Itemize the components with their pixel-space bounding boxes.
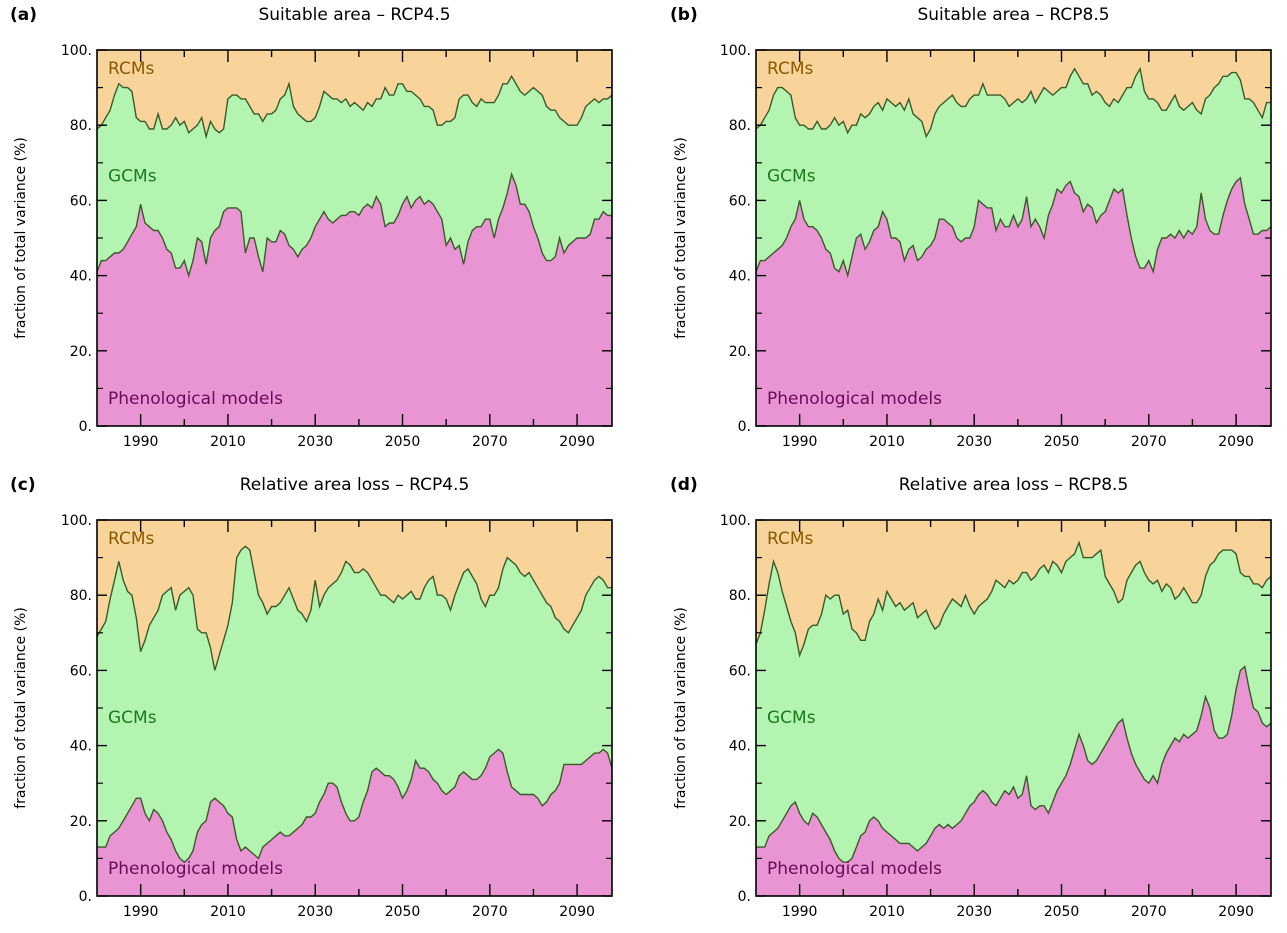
phenological-models-area — [97, 749, 612, 896]
gcms-area — [97, 546, 612, 863]
region-label-phenological: Phenological models — [767, 389, 942, 409]
x-tick-label: 2010 — [210, 904, 246, 920]
y-tick-label: 60. — [70, 663, 92, 679]
region-label-rcms: RCMs — [108, 59, 155, 79]
x-tick-label: 2030 — [297, 434, 333, 450]
y-tick-label: 60. — [729, 663, 751, 679]
y-tick-label: 40. — [729, 269, 751, 285]
y-tick-label: 20. — [70, 344, 92, 360]
region-label-gcms: GCMs — [108, 708, 157, 728]
lower-boundary-line — [755, 176, 1272, 279]
panel-label: (d) — [670, 475, 698, 495]
region-label-gcms: GCMs — [108, 167, 157, 187]
gcms-area — [756, 68, 1271, 276]
x-tick-label: 2090 — [559, 904, 595, 920]
panel-label: (c) — [10, 475, 36, 495]
x-tick-label: 2090 — [559, 434, 595, 450]
y-tick-label: 80. — [729, 588, 751, 604]
x-tick-label: 2050 — [385, 904, 421, 920]
panel-suitable-area-rcp85: 0. 20. 40. 60. 80. 100. 1990 2010 2030 2050 2070 20… — [670, 5, 1272, 450]
phenological-models-area — [756, 177, 1271, 426]
y-tick-label: 80. — [70, 118, 92, 134]
x-tick-label: 1990 — [782, 434, 818, 450]
rcms-area — [756, 50, 1271, 137]
y-axis-label: fraction of total variance (%) — [13, 137, 29, 339]
region-label-phenological: Phenological models — [108, 859, 283, 879]
y-tick-label: 0. — [79, 419, 92, 435]
y-tick-label: 80. — [70, 588, 92, 604]
y-tick-label: 20. — [729, 814, 751, 830]
upper-boundary-line — [755, 66, 1271, 139]
panel-suitable-area-rcp45: 0. 20. 40. 60. 80. 100. 1990 2010 2030 2050 2070 20… — [10, 5, 613, 450]
panel-label: (b) — [670, 5, 698, 25]
y-axis-label: fraction of total variance (%) — [673, 607, 689, 809]
y-tick-label: 100. — [61, 513, 92, 529]
panel-title: Relative area loss – RCP8.5 — [899, 475, 1129, 495]
x-tick-label: 2050 — [1044, 904, 1080, 920]
y-tick-label: 40. — [70, 269, 92, 285]
x-tick-label: 1990 — [123, 434, 159, 450]
gcms-area — [756, 542, 1271, 863]
rcms-area — [97, 520, 612, 671]
lower-boundary-line — [97, 748, 613, 864]
rcms-area — [756, 520, 1271, 656]
x-tick-label: 2030 — [297, 904, 333, 920]
y-tick-label: 20. — [70, 814, 92, 830]
upper-boundary-line — [96, 74, 613, 140]
y-tick-label: 40. — [70, 739, 92, 755]
lower-boundary-line — [756, 665, 1272, 863]
region-label-phenological: Phenological models — [108, 389, 283, 409]
x-tick-label: 2010 — [869, 904, 905, 920]
phenological-models-area — [97, 174, 612, 426]
x-tick-label: 2050 — [385, 434, 421, 450]
x-tick-label: 1990 — [782, 904, 818, 920]
x-tick-label: 2070 — [472, 904, 508, 920]
phenological-models-area — [756, 666, 1271, 896]
lower-boundary-line — [96, 171, 612, 279]
region-label-gcms: GCMs — [767, 708, 816, 728]
rcms-area — [97, 50, 612, 137]
x-tick-label: 2030 — [956, 904, 992, 920]
region-label-rcms: RCMs — [767, 529, 814, 549]
x-tick-label: 2090 — [1218, 434, 1254, 450]
y-tick-label: 100. — [720, 43, 751, 59]
region-label-gcms: GCMs — [767, 167, 816, 187]
panel-title: Relative area loss – RCP4.5 — [240, 475, 470, 495]
panel-title: Suitable area – RCP4.5 — [258, 5, 450, 25]
y-tick-label: 80. — [729, 118, 751, 134]
y-tick-label: 100. — [720, 513, 751, 529]
panel-relative-area-loss-rcp85: 0. 20. 40. 60. 80. 100. 1990 2010 2030 2050 2070 20… — [670, 475, 1272, 920]
y-tick-label: 20. — [729, 344, 751, 360]
x-tick-label: 2090 — [1218, 904, 1254, 920]
panel-relative-area-loss-rcp45: 0. 20. 40. 60. 80. 100. 1990 2010 2030 2050 2070 20… — [10, 475, 613, 920]
y-tick-label: 0. — [738, 419, 751, 435]
y-tick-label: 0. — [738, 889, 751, 905]
x-tick-label: 2010 — [869, 434, 905, 450]
region-label-rcms: RCMs — [767, 59, 814, 79]
region-label-phenological: Phenological models — [767, 859, 942, 879]
y-tick-label: 60. — [70, 193, 92, 209]
upper-boundary-line — [755, 540, 1272, 658]
y-tick-label: 40. — [729, 739, 751, 755]
y-axis-label: fraction of total variance (%) — [13, 607, 29, 809]
panel-title: Suitable area – RCP8.5 — [917, 5, 1109, 25]
x-tick-label: 2030 — [956, 434, 992, 450]
x-tick-label: 2070 — [1131, 904, 1167, 920]
y-tick-label: 0. — [79, 889, 92, 905]
x-tick-label: 2050 — [1044, 434, 1080, 450]
x-tick-label: 2070 — [472, 434, 508, 450]
gcms-area — [97, 76, 612, 276]
upper-boundary-line — [96, 545, 612, 671]
x-tick-label: 1990 — [123, 904, 159, 920]
x-tick-label: 2070 — [1131, 434, 1167, 450]
region-label-rcms: RCMs — [108, 529, 155, 549]
panel-label: (a) — [10, 5, 37, 25]
x-tick-label: 2010 — [210, 434, 246, 450]
y-tick-label: 60. — [729, 193, 751, 209]
y-tick-label: 100. — [61, 43, 92, 59]
y-axis-label: fraction of total variance (%) — [673, 137, 689, 339]
